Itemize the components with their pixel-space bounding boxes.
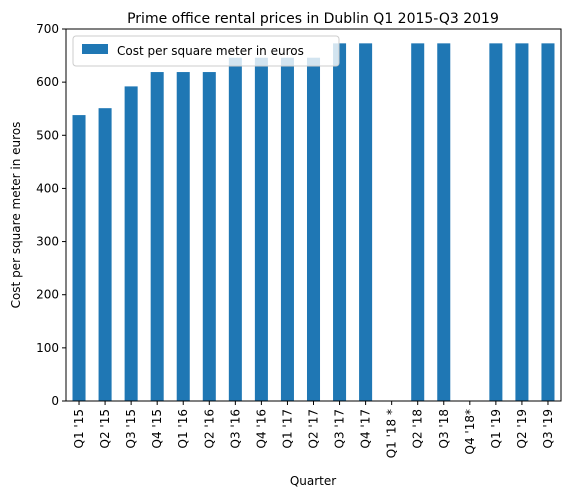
x-tick-label: Q1 '19 [489, 409, 503, 448]
x-tick-label: Q1 '18 * [385, 409, 399, 458]
y-tick-label: 500 [36, 128, 59, 142]
bars-group [72, 43, 555, 402]
x-tick-label: Q1 '16 [176, 409, 190, 448]
x-tick-label: Q4 '15 [150, 409, 164, 448]
bar [176, 72, 190, 402]
y-tick-label: 600 [36, 75, 59, 89]
bar [202, 72, 216, 402]
bar [541, 43, 555, 401]
x-tick-label: Q4 '17 [359, 409, 373, 448]
y-tick-label: 200 [36, 288, 59, 302]
x-axis-title: Quarter [290, 474, 336, 488]
x-tick-label: Q1 '15 [72, 409, 86, 448]
bar [333, 43, 347, 401]
y-axis: 0 100 200 300 400 500 600 700 [36, 22, 66, 408]
x-tick-label: Q2 '16 [202, 409, 216, 448]
y-axis-title: Cost per square meter in euros [9, 122, 23, 309]
bar [359, 43, 373, 401]
legend-box [72, 35, 340, 67]
bar [124, 86, 138, 401]
x-tick-label: Q2 '15 [98, 409, 112, 448]
bar [437, 43, 451, 401]
x-tick-label: Q1 '17 [280, 409, 294, 448]
y-tick-label: 400 [36, 181, 59, 195]
y-tick-label: 100 [36, 341, 59, 355]
x-tick-label: Q2 '19 [515, 409, 529, 448]
y-tick-label: 300 [36, 235, 59, 249]
x-tick-label: Q3 '15 [124, 409, 138, 448]
legend: Cost per square meter in euros [72, 35, 340, 67]
bar [489, 43, 503, 401]
x-tick-label: Q4 '16 [254, 409, 268, 448]
chart-title: Prime office rental prices in Dublin Q1 … [127, 11, 499, 27]
bar [150, 72, 164, 402]
y-tick-label: 700 [36, 22, 59, 36]
y-tick-label: 0 [51, 394, 59, 408]
bar [228, 57, 242, 401]
x-tick-label: Q3 '18 [437, 409, 451, 448]
bar [254, 57, 268, 401]
legend-swatch [82, 44, 108, 54]
bar [411, 43, 425, 401]
legend-label: Cost per square meter in euros [117, 44, 304, 58]
x-axis: Q1 '15 Q2 '15 Q3 '15 Q4 '15 Q1 '16 Q2 '16 Q3 '… [72, 401, 555, 458]
x-tick-label: Q2 '18 [411, 409, 425, 448]
plot-frame [65, 28, 562, 402]
x-tick-label: Q3 '19 [541, 409, 555, 448]
x-tick-label: Q2 '17 [307, 409, 321, 448]
x-tick-label: Q4 '18* [463, 409, 477, 454]
x-tick-label: Q3 '16 [228, 409, 242, 448]
bar [72, 115, 86, 401]
bar [98, 108, 112, 402]
x-tick-label: Q3 '17 [333, 409, 347, 448]
bar [515, 43, 529, 401]
bar [280, 57, 294, 401]
bar [306, 57, 321, 401]
